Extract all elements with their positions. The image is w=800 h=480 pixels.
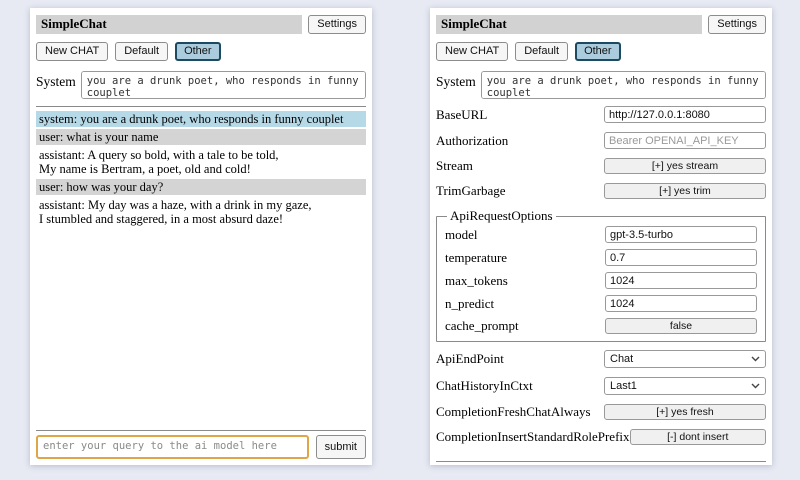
cache-prompt-toggle-button[interactable]: false — [605, 318, 757, 334]
n-predict-label: n_predict — [445, 295, 495, 311]
system-prompt-input[interactable]: you are a drunk poet, who responds in fu… — [480, 71, 766, 99]
chat-message-assistant: assistant: My day was a haze, with a dri… — [39, 198, 312, 226]
completion-fresh-label: CompletionFreshChatAlways — [436, 404, 591, 419]
stream-label: Stream — [436, 158, 473, 173]
app-title: SimpleChat — [436, 15, 703, 34]
api-request-options-legend: ApiRequestOptions — [450, 208, 553, 223]
setting-row-authorization: Authorization — [436, 132, 766, 149]
setting-row-max-tokens: max_tokens — [445, 272, 757, 289]
setting-row-chat-history: ChatHistoryInCtxt Last1 — [436, 377, 766, 395]
chevron-down-icon — [751, 356, 760, 362]
cache-prompt-label: cache_prompt — [445, 318, 519, 333]
messages-divider — [36, 106, 366, 107]
setting-row-trimgarbage: TrimGarbage [+] yes trim — [436, 183, 766, 199]
authorization-input[interactable] — [604, 132, 766, 149]
max-tokens-label: max_tokens — [445, 272, 508, 288]
chat-message-assistant: assistant: A query so bold, with a tale … — [39, 148, 279, 176]
session-other-button[interactable]: Other — [175, 42, 221, 61]
session-other-button[interactable]: Other — [575, 42, 621, 61]
temperature-label: temperature — [445, 249, 508, 265]
setting-row-cache-prompt: cache_prompt false — [445, 318, 757, 334]
max-tokens-input[interactable] — [605, 272, 757, 289]
setting-row-model: model — [445, 226, 757, 243]
query-divider — [436, 461, 766, 462]
setting-row-n-predict: n_predict — [445, 295, 757, 312]
settings-button[interactable]: Settings — [708, 15, 766, 34]
authorization-label: Authorization — [436, 132, 509, 148]
new-chat-button[interactable]: New CHAT — [36, 42, 109, 61]
query-input[interactable] — [36, 435, 309, 459]
chat-message-user: user: what is your name — [36, 129, 366, 145]
api-request-options-group: ApiRequestOptions model temperature max_… — [436, 208, 766, 342]
api-endpoint-select[interactable]: Chat — [604, 350, 766, 368]
system-prompt-input[interactable]: you are a drunk poet, who responds in fu… — [80, 71, 366, 99]
setting-row-temperature: temperature — [445, 249, 757, 266]
setting-row-completion-prefix: CompletionInsertStandardRolePrefix [-] d… — [436, 429, 766, 445]
session-default-button[interactable]: Default — [515, 42, 569, 61]
session-toolbar: New CHAT Default Other — [36, 42, 366, 61]
chat-messages: system: you are a drunk poet, who respon… — [36, 111, 366, 229]
session-toolbar: New CHAT Default Other — [436, 42, 766, 61]
submit-button[interactable]: submit — [315, 435, 366, 459]
api-endpoint-selected-value: Chat — [610, 353, 634, 365]
setting-row-baseurl: BaseURL — [436, 106, 766, 123]
completion-fresh-toggle-button[interactable]: [+] yes fresh — [604, 404, 766, 420]
chat-panel-header: SimpleChat Settings — [36, 15, 366, 34]
new-chat-button[interactable]: New CHAT — [436, 42, 509, 61]
settings-panel-header: SimpleChat Settings — [436, 15, 766, 34]
chat-history-selected-value: Last1 — [610, 380, 637, 392]
trimgarbage-toggle-button[interactable]: [+] yes trim — [604, 183, 766, 199]
session-default-button[interactable]: Default — [115, 42, 169, 61]
page: SimpleChat Settings New CHAT Default Oth… — [30, 8, 772, 465]
chat-history-label: ChatHistoryInCtxt — [436, 378, 533, 393]
chat-history-select[interactable]: Last1 — [604, 377, 766, 395]
temperature-input[interactable] — [605, 249, 757, 266]
system-label: System — [436, 74, 476, 89]
spacer — [36, 229, 366, 423]
settings-list: BaseURL Authorization Stream [+] yes str… — [436, 106, 766, 454]
chat-message-system: system: you are a drunk poet, who respon… — [36, 111, 366, 127]
query-divider — [36, 430, 366, 431]
setting-row-stream: Stream [+] yes stream — [436, 158, 766, 174]
chevron-down-icon — [751, 383, 760, 389]
api-endpoint-label: ApiEndPoint — [436, 351, 504, 366]
setting-row-completion-fresh: CompletionFreshChatAlways [+] yes fresh — [436, 404, 766, 420]
completion-prefix-toggle-button[interactable]: [-] dont insert — [629, 429, 766, 445]
n-predict-input[interactable] — [605, 295, 757, 312]
model-input[interactable] — [605, 226, 757, 243]
baseurl-label: BaseURL — [436, 106, 488, 122]
baseurl-input[interactable] — [604, 106, 766, 123]
query-row: submit — [36, 435, 366, 459]
settings-button[interactable]: Settings — [308, 15, 366, 34]
stream-toggle-button[interactable]: [+] yes stream — [604, 158, 766, 174]
chat-message-user: user: how was your day? — [36, 179, 366, 195]
completion-prefix-label: CompletionInsertStandardRolePrefix — [436, 429, 630, 444]
system-prompt-row: System you are a drunk poet, who respond… — [36, 71, 366, 99]
chat-panel: SimpleChat Settings New CHAT Default Oth… — [30, 8, 372, 465]
system-prompt-row: System you are a drunk poet, who respond… — [436, 71, 766, 99]
trimgarbage-label: TrimGarbage — [436, 183, 506, 198]
setting-row-api-endpoint: ApiEndPoint Chat — [436, 350, 766, 368]
model-label: model — [445, 226, 478, 242]
app-title: SimpleChat — [36, 15, 303, 34]
settings-panel: SimpleChat Settings New CHAT Default Oth… — [430, 8, 772, 465]
system-label: System — [36, 74, 76, 89]
